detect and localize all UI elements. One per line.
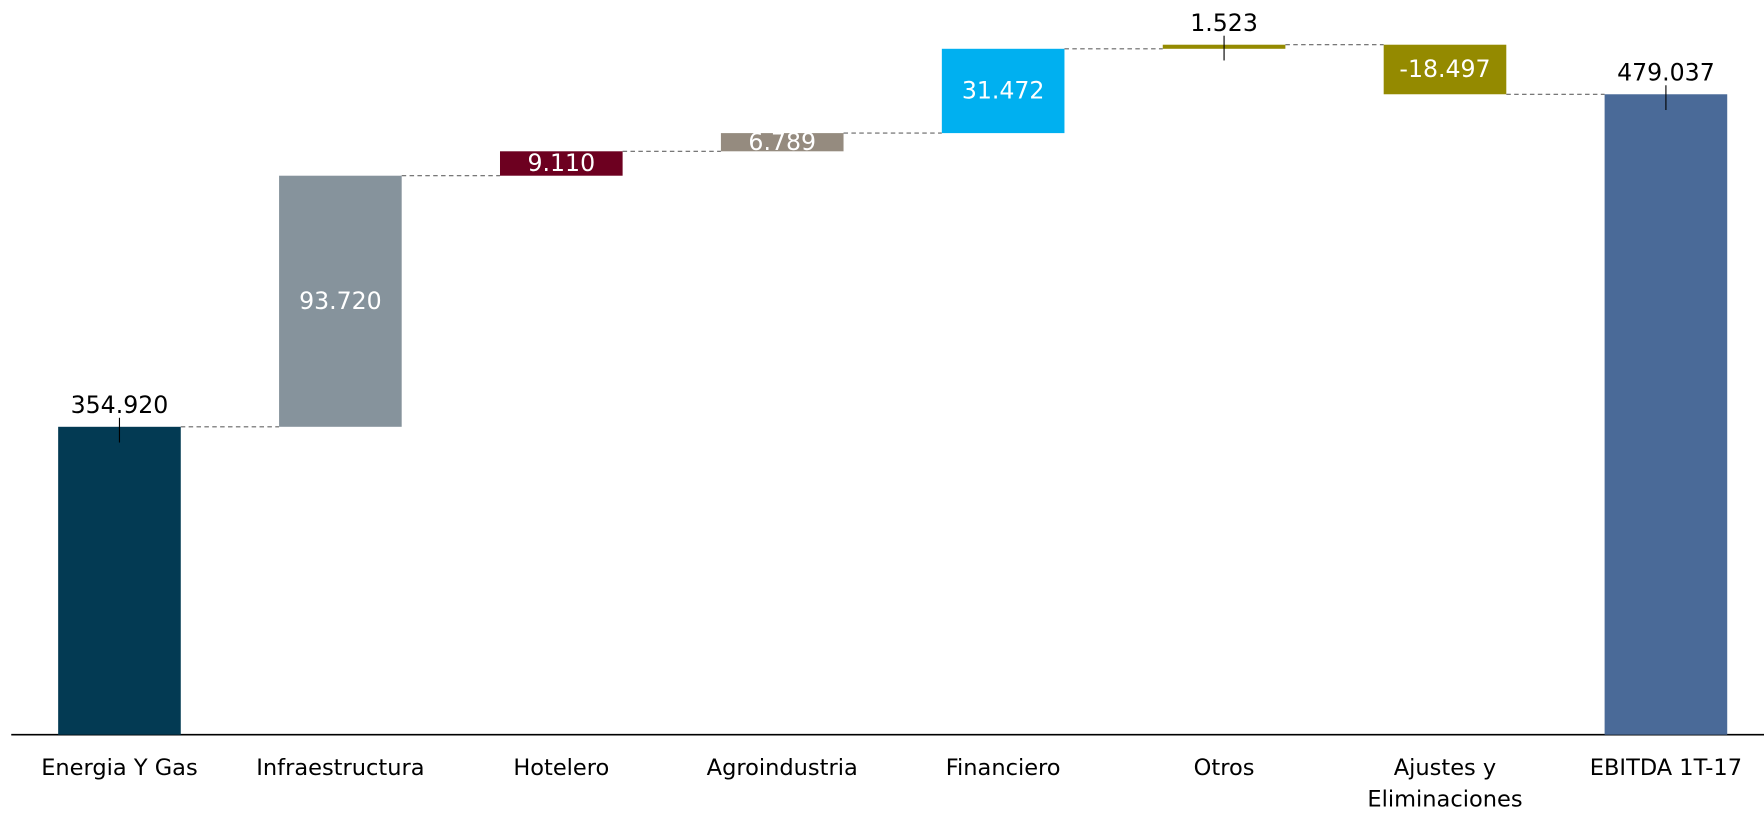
x-tick-label: Hotelero: [513, 753, 610, 781]
x-tick-label: EBITDA 1T-17: [1589, 753, 1743, 781]
x-label-box: Ajustes y Eliminaciones: [1367, 753, 1523, 813]
value-label: 9.110: [528, 149, 596, 177]
x-label-box: Financiero: [945, 753, 1061, 781]
bar: [279, 175, 402, 427]
x-tick-label: Infraestructura: [256, 753, 425, 781]
bar: [1383, 44, 1507, 95]
bar: [58, 426, 181, 735]
x-label-box: Hotelero: [513, 753, 610, 781]
value-label: 479.037: [1617, 59, 1715, 87]
x-tick-label: Financiero: [945, 753, 1061, 781]
x-label-box: Agroindustria: [706, 753, 858, 781]
value-label: 93.720: [299, 287, 382, 315]
bar: [499, 151, 623, 176]
x-tick-label: Ajustes y Eliminaciones: [1367, 753, 1523, 813]
bar: [1604, 94, 1728, 735]
value-label: 1.523: [1190, 9, 1258, 37]
bar: [720, 133, 844, 152]
bar: [941, 48, 1065, 134]
x-label-box: Otros: [1193, 753, 1255, 781]
value-label: -18.497: [1399, 55, 1490, 83]
value-label: 31.472: [962, 77, 1045, 105]
x-label-box: Energia Y Gas: [41, 753, 198, 781]
x-tick-label: Otros: [1193, 753, 1255, 781]
x-label-box: Infraestructura: [256, 753, 425, 781]
x-tick-label: Energia Y Gas: [41, 753, 198, 781]
x-label-box: EBITDA 1T-17: [1589, 753, 1743, 781]
x-tick-label: Agroindustria: [706, 753, 858, 781]
value-label: 354.920: [71, 391, 169, 419]
value-label: 6.789: [748, 128, 816, 156]
